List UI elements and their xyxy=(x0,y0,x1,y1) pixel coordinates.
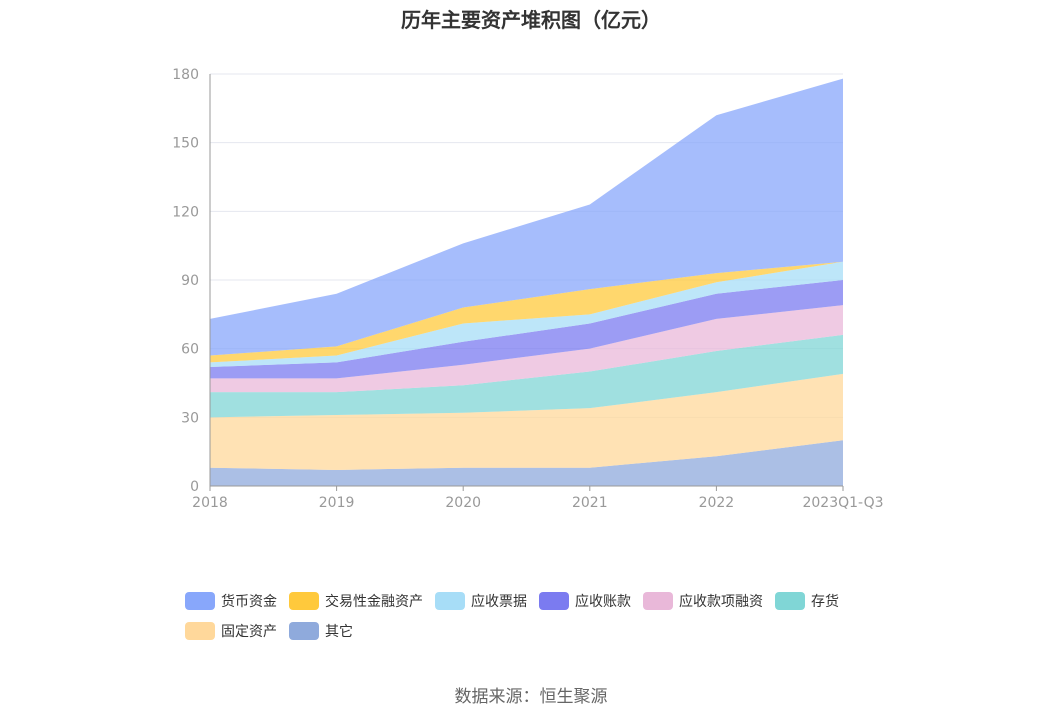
legend-item[interactable]: 交易性金融资产 xyxy=(289,590,423,612)
legend-swatch xyxy=(185,592,215,610)
legend-swatch xyxy=(775,592,805,610)
area-series-7 xyxy=(210,78,843,356)
y-tick-label: 30 xyxy=(181,410,199,426)
data-source-label: 数据来源：恒生聚源 xyxy=(454,687,608,707)
legend-swatch xyxy=(539,592,569,610)
area-series-0 xyxy=(210,440,843,486)
legend-swatch xyxy=(643,592,673,610)
x-tick-label: 2019 xyxy=(319,495,355,511)
y-tick-label: 0 xyxy=(190,479,199,495)
legend-item[interactable]: 应收票据 xyxy=(435,590,527,612)
legend-item[interactable]: 存货 xyxy=(775,590,839,612)
x-tick-label: 2018 xyxy=(192,495,228,511)
area-series-4 xyxy=(210,280,843,379)
area-series xyxy=(210,78,843,486)
legend-label: 交易性金融资产 xyxy=(325,594,423,610)
y-tick-label: 120 xyxy=(172,204,199,220)
legend-item[interactable]: 其它 xyxy=(289,620,353,642)
legend-swatch xyxy=(185,622,215,640)
legend-item[interactable]: 应收账款 xyxy=(539,590,631,612)
x-tick-label: 2020 xyxy=(445,495,481,511)
y-tick-label: 150 xyxy=(172,136,199,152)
legend-swatch xyxy=(435,592,465,610)
chart-title: 历年主要资产堆积图（亿元） xyxy=(401,8,661,32)
legend-item[interactable]: 固定资产 xyxy=(185,620,277,642)
x-tick-label: 2021 xyxy=(572,495,608,511)
y-tick-label: 60 xyxy=(181,342,199,358)
axes: 0 30 60 90 120 150 180 2018 2019 2020 2021 2022 2023… xyxy=(172,67,883,511)
legend-swatch xyxy=(289,622,319,640)
area-series-3 xyxy=(210,305,843,393)
legend-item[interactable]: 货币资金 xyxy=(185,590,277,612)
legend-swatch xyxy=(289,592,319,610)
legend-label: 应收票据 xyxy=(471,594,527,610)
x-tick-label: 2023Q1-Q3 xyxy=(802,495,883,511)
area-series-2 xyxy=(210,334,843,418)
legend-label: 应收账款 xyxy=(575,594,631,610)
legend-label: 货币资金 xyxy=(221,594,277,610)
legend-item[interactable]: 应收款项融资 xyxy=(643,590,763,612)
area-series-6 xyxy=(210,261,843,363)
legend-label: 固定资产 xyxy=(221,624,277,640)
legend-label: 存货 xyxy=(811,594,839,610)
x-tick-label: 2022 xyxy=(699,495,735,511)
y-tick-label: 90 xyxy=(181,273,199,289)
legend-label: 应收款项融资 xyxy=(679,594,763,610)
area-series-1 xyxy=(210,373,843,470)
legend: 货币资金 交易性金融资产 应收票据 应收账款 应收款项融资 存货固定资产 其它 xyxy=(185,590,905,642)
area-series-5 xyxy=(210,261,843,367)
legend-label: 其它 xyxy=(325,624,353,640)
y-tick-label: 180 xyxy=(172,67,199,83)
stacked-area-chart: 0 30 60 90 120 150 180 2018 2019 2020 2021 2022 2023… xyxy=(172,67,883,511)
